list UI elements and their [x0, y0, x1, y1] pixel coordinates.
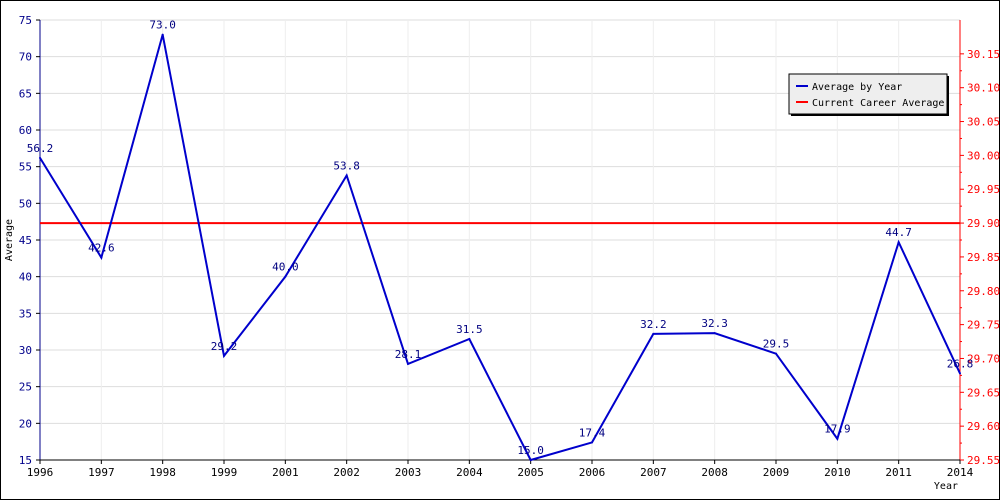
- left-tick-label: 60: [19, 124, 32, 137]
- data-point: [959, 372, 961, 375]
- right-tick-label: 29.95: [967, 183, 1000, 196]
- data-label: 28.1: [395, 348, 422, 361]
- data-point: [468, 338, 471, 340]
- right-tick-label: 29.90: [967, 217, 1000, 230]
- left-tick-label: 25: [19, 381, 32, 394]
- x-tick-label: 1996: [27, 466, 54, 479]
- left-tick-label: 65: [19, 87, 32, 100]
- data-point: [284, 275, 287, 278]
- data-label: 53.8: [333, 159, 360, 172]
- y-axis-title: Average: [4, 219, 15, 261]
- x-tick-label: 2001: [272, 466, 299, 479]
- x-tick-label: 2002: [333, 466, 360, 479]
- right-tick-label: 30.15: [967, 48, 1000, 61]
- right-tick-label: 29.55: [967, 454, 1000, 467]
- right-tick-label: 30.05: [967, 116, 1000, 129]
- data-label: 29.5: [763, 338, 790, 351]
- data-label: 29.2: [211, 340, 238, 353]
- left-y-axis-ticks: 15 20 25 30 35 40 45 50 55 60 65 70 75: [19, 14, 40, 467]
- left-tick-label: 20: [19, 417, 32, 430]
- data-label: 73.0: [149, 19, 176, 32]
- data-point: [529, 459, 532, 461]
- legend: Average by Year Current Career Average: [788, 73, 949, 116]
- data-point: [897, 241, 900, 244]
- x-tick-label: 1999: [211, 466, 238, 479]
- right-tick-label: 29.70: [967, 352, 1000, 365]
- legend-label-average-by-year: Average by Year: [812, 82, 902, 93]
- data-point: [100, 256, 103, 259]
- right-tick-label: 29.65: [967, 386, 1000, 399]
- x-tick-label: 2014: [947, 466, 974, 479]
- left-tick-label: 75: [19, 14, 32, 27]
- left-tick-label: 35: [19, 307, 32, 320]
- left-tick-label: 70: [19, 51, 32, 64]
- data-label: 15.0: [517, 444, 544, 457]
- right-tick-label: 30.10: [967, 82, 1000, 95]
- x-axis-ticks: 1996 1997 1998 1999 2001 2002 2003 2004 2005 2006…: [27, 460, 974, 479]
- left-tick-label: 45: [19, 234, 32, 247]
- right-tick-label: 29.80: [967, 285, 1000, 298]
- series-line-average-by-year: [39, 34, 961, 462]
- data-label: 32.2: [640, 318, 667, 331]
- data-label: 42.6: [88, 242, 115, 255]
- right-tick-label: 29.85: [967, 251, 1000, 264]
- left-tick-label: 50: [19, 197, 32, 210]
- data-label: 44.7: [885, 226, 912, 239]
- data-point: [775, 352, 777, 355]
- x-tick-label: 2004: [456, 466, 483, 479]
- x-tick-label: 2006: [579, 466, 606, 479]
- left-tick-label: 15: [19, 454, 32, 467]
- x-tick-label: 1997: [88, 466, 115, 479]
- x-tick-label: 2008: [701, 466, 728, 479]
- data-point: [161, 33, 164, 36]
- data-label: 32.3: [701, 317, 728, 330]
- x-tick-label: 2005: [517, 466, 544, 479]
- data-point: [652, 332, 655, 335]
- data-point: [39, 156, 41, 159]
- right-y-axis-ticks: 29.55 29.60 29.65 29.70 29.75 29.80 29.85 29.90…: [960, 48, 1000, 467]
- data-label: 31.5: [456, 323, 483, 336]
- data-label: 56.2: [27, 142, 54, 155]
- series-layer: [39, 33, 961, 462]
- right-tick-label: 29.75: [967, 319, 1000, 332]
- data-label: 17.9: [824, 423, 851, 436]
- x-tick-label: 1998: [149, 466, 176, 479]
- data-label: 26.8: [947, 357, 974, 370]
- legend-label-career-average: Current Career Average: [812, 98, 944, 109]
- x-tick-label: 2011: [885, 466, 912, 479]
- data-point: [591, 441, 593, 444]
- data-point: [407, 362, 409, 365]
- x-tick-label: 2009: [763, 466, 790, 479]
- data-point: [713, 332, 716, 335]
- legend-box: [788, 73, 948, 115]
- data-label: 40.0: [272, 261, 299, 274]
- x-axis-title: Year: [934, 481, 958, 492]
- x-tick-label: 2007: [640, 466, 667, 479]
- x-tick-label: 2003: [395, 466, 422, 479]
- left-tick-label: 55: [19, 161, 32, 174]
- data-point: [345, 174, 348, 177]
- right-tick-label: 29.60: [967, 420, 1000, 433]
- data-point: [836, 437, 839, 440]
- data-point: [223, 354, 225, 357]
- left-tick-label: 30: [19, 344, 32, 357]
- data-labels: 56.2 42.6 73.0 29.2 40.0 53.8 28.1 31.5 15.0 17.4…: [27, 19, 974, 457]
- right-tick-label: 30.00: [967, 149, 1000, 162]
- data-label: 17.4: [579, 426, 606, 439]
- left-tick-label: 40: [19, 271, 32, 284]
- x-tick-label: 2010: [824, 466, 851, 479]
